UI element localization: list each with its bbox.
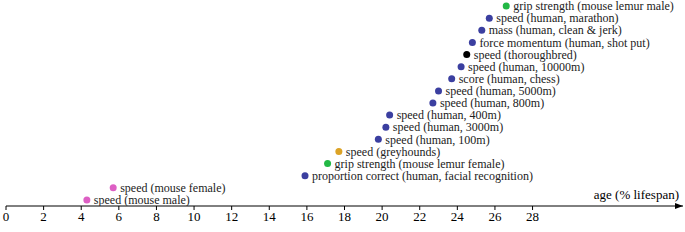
svg-text:speed (mouse female): speed (mouse female) <box>120 181 225 195</box>
svg-text:speed (human, marathon): speed (human, marathon) <box>496 11 618 25</box>
svg-text:4: 4 <box>78 209 85 224</box>
svg-text:speed (human, 5000m): speed (human, 5000m) <box>446 84 556 98</box>
svg-text:speed (human, 400m): speed (human, 400m) <box>397 108 501 122</box>
svg-text:speed (thoroughbred): speed (thoroughbred) <box>474 48 577 62</box>
svg-text:speed (human, 100m): speed (human, 100m) <box>385 133 489 147</box>
svg-text:grip strength (mouse lemur fem: grip strength (mouse lemur female) <box>335 157 505 171</box>
svg-text:speed (human, 800m): speed (human, 800m) <box>440 96 544 110</box>
svg-text:speed (human, 10000m): speed (human, 10000m) <box>468 60 584 74</box>
svg-text:18: 18 <box>338 209 351 224</box>
svg-text:12: 12 <box>225 209 238 224</box>
svg-text:grip strength (mouse lemur mal: grip strength (mouse lemur male) <box>513 0 674 13</box>
svg-text:8: 8 <box>153 209 160 224</box>
svg-text:24: 24 <box>451 209 465 224</box>
svg-text:26: 26 <box>488 209 502 224</box>
svg-text:speed (mouse male): speed (mouse male) <box>94 193 190 206</box>
svg-text:16: 16 <box>300 209 314 224</box>
svg-text:score (human, chess): score (human, chess) <box>459 72 560 86</box>
svg-text:6: 6 <box>116 209 123 224</box>
svg-text:speed (greyhounds): speed (greyhounds) <box>346 145 440 159</box>
svg-text:mass (human, clean & jerk): mass (human, clean & jerk) <box>489 23 622 37</box>
svg-text:age (% lifespan): age (% lifespan) <box>594 187 677 202</box>
svg-text:22: 22 <box>413 209 426 224</box>
svg-text:28: 28 <box>526 209 539 224</box>
svg-text:14: 14 <box>263 209 277 224</box>
svg-text:0: 0 <box>8 209 9 224</box>
svg-text:10: 10 <box>188 209 201 224</box>
svg-text:2: 2 <box>40 209 47 224</box>
svg-text:speed (human, 3000m): speed (human, 3000m) <box>393 120 503 134</box>
svg-text:force momentum (human, shot pu: force momentum (human, shot put) <box>479 36 649 50</box>
svg-text:20: 20 <box>376 209 389 224</box>
svg-text:proportion correct (human, fac: proportion correct (human, facial recogn… <box>312 169 533 183</box>
